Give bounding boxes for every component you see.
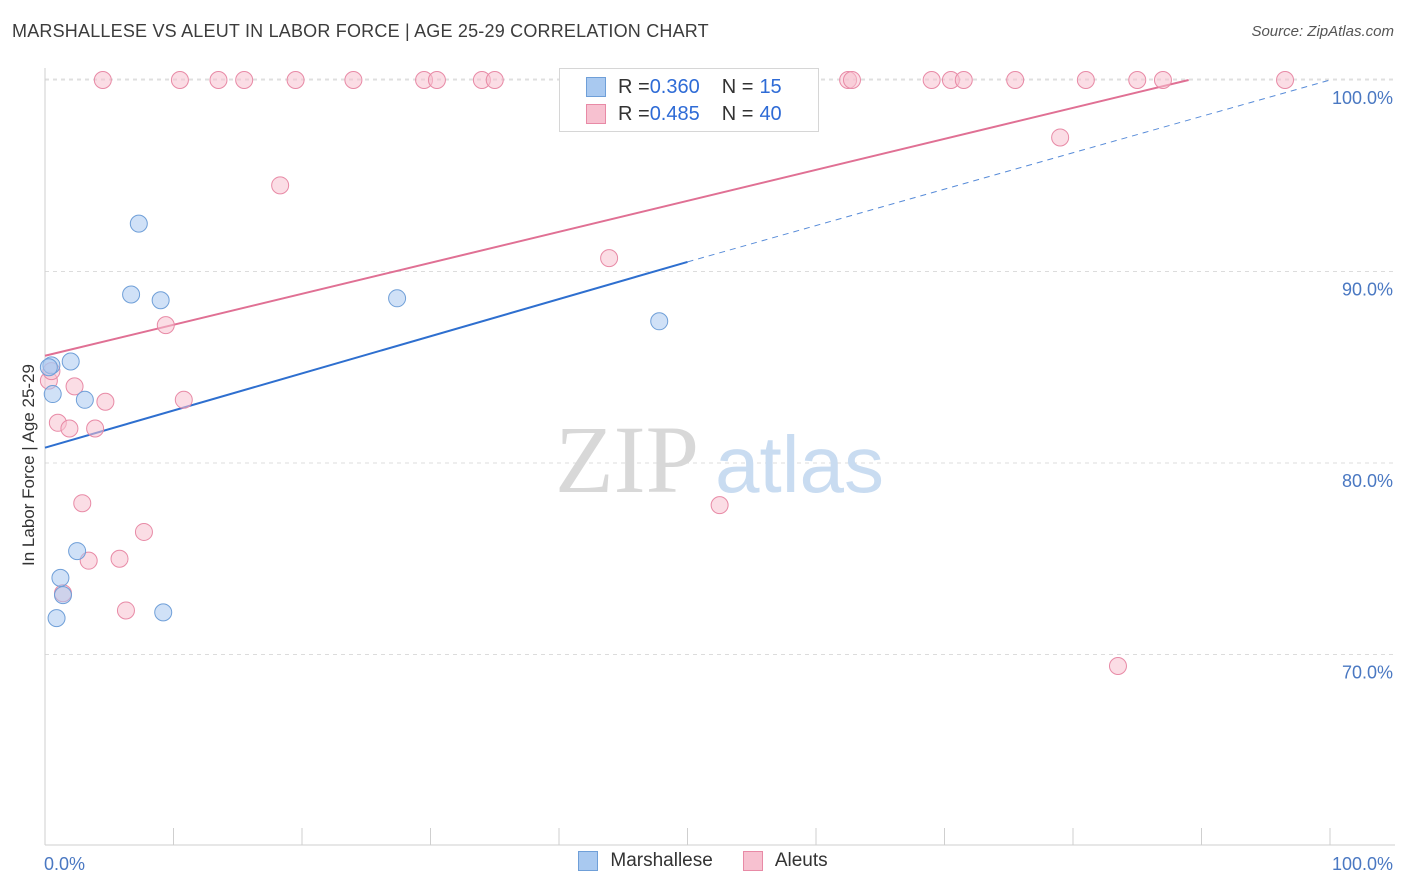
y-tick-label: 70.0% xyxy=(1342,663,1393,683)
legend-r-value: 0.360 xyxy=(649,75,700,98)
point-aleuts xyxy=(271,176,290,195)
legend-n-value: 40 xyxy=(759,102,782,125)
point-aleuts xyxy=(344,71,363,89)
point-marshallese xyxy=(47,609,66,628)
legend-r-label: R = xyxy=(618,102,650,125)
y-tick-label: 90.0% xyxy=(1342,280,1393,300)
data-points xyxy=(39,71,1295,675)
point-aleuts xyxy=(96,392,115,411)
y-axis-label: In Labor Force | Age 25-29 xyxy=(19,364,38,566)
point-aleuts xyxy=(922,71,941,89)
point-aleuts xyxy=(1006,71,1025,89)
legend-swatch-marshallese xyxy=(586,77,606,97)
point-aleuts xyxy=(79,551,98,570)
stats-legend: R = 0.360 N = 15 R = 0.485 N = 40 xyxy=(559,68,819,132)
legend-row-marshallese: R = 0.360 N = 15 xyxy=(586,74,782,100)
point-aleuts xyxy=(170,71,189,89)
trend-lines xyxy=(44,79,1331,449)
watermark: ZIP atlas xyxy=(555,406,884,513)
point-aleuts xyxy=(174,390,193,409)
legend-r-label: R = xyxy=(618,75,650,98)
point-aleuts xyxy=(60,419,79,438)
point-aleuts xyxy=(116,601,135,620)
point-aleuts xyxy=(1076,71,1095,89)
point-aleuts xyxy=(134,522,153,541)
point-aleuts xyxy=(427,71,446,89)
legend-swatch-aleuts xyxy=(742,851,763,871)
point-marshallese xyxy=(129,214,148,233)
point-aleuts xyxy=(1108,656,1127,675)
watermark-zip: ZIP xyxy=(555,406,699,513)
y-tick-label: 80.0% xyxy=(1342,471,1393,491)
legend-label-marshallese: Marshallese xyxy=(610,850,713,871)
y-tick-label: 100.0% xyxy=(1332,88,1393,108)
legend-label-aleuts: Aleuts xyxy=(774,850,828,871)
legend-item-marshallese[interactable]: Marshallese xyxy=(578,850,713,872)
point-aleuts xyxy=(235,71,254,89)
point-aleuts xyxy=(286,71,305,89)
tick-labels: 70.0% 80.0% 90.0% 100.0% 0.0% 100.0% xyxy=(44,88,1393,874)
point-aleuts xyxy=(110,549,129,568)
point-marshallese xyxy=(650,312,669,331)
point-marshallese xyxy=(51,568,70,587)
legend-n-label: N = xyxy=(721,102,754,125)
point-marshallese xyxy=(53,586,72,605)
point-aleuts xyxy=(710,496,729,515)
point-aleuts xyxy=(954,71,973,89)
point-aleuts xyxy=(1128,71,1147,89)
x-tick-label: 100.0% xyxy=(1332,854,1393,874)
point-aleuts xyxy=(485,71,504,89)
point-aleuts xyxy=(65,377,84,396)
x-tick-label: 0.0% xyxy=(44,854,85,874)
point-aleuts xyxy=(1153,71,1172,89)
point-marshallese xyxy=(122,285,141,304)
point-marshallese xyxy=(68,542,87,561)
legend-item-aleuts[interactable]: Aleuts xyxy=(742,850,828,872)
point-aleuts xyxy=(73,494,92,513)
point-marshallese xyxy=(43,385,62,404)
point-marshallese xyxy=(154,603,173,622)
trend-line-marshallese xyxy=(44,260,688,449)
point-aleuts xyxy=(1051,128,1070,147)
point-aleuts xyxy=(156,316,175,335)
point-marshallese xyxy=(75,390,94,409)
source-label: Source: ZipAtlas.com xyxy=(1251,23,1394,40)
legend-n-label: N = xyxy=(721,75,754,98)
point-aleuts xyxy=(93,71,112,89)
point-aleuts xyxy=(86,419,105,438)
gridlines xyxy=(45,78,1395,655)
watermark-atlas: atlas xyxy=(715,420,884,509)
point-aleuts xyxy=(842,71,861,89)
legend-swatch-marshallese xyxy=(578,851,599,871)
point-marshallese xyxy=(151,291,170,310)
legend-row-aleuts: R = 0.485 N = 40 xyxy=(586,101,782,127)
axes xyxy=(44,68,1395,846)
trend-extension-marshallese xyxy=(687,79,1331,263)
legend-swatch-aleuts xyxy=(586,104,606,124)
series-legend: Marshallese Aleuts xyxy=(0,850,1406,872)
point-marshallese xyxy=(388,289,407,308)
point-aleuts xyxy=(600,249,619,268)
point-aleuts xyxy=(1276,71,1295,89)
legend-n-value: 15 xyxy=(759,75,782,98)
point-marshallese xyxy=(39,358,58,377)
point-marshallese xyxy=(61,352,80,371)
trend-line-aleuts xyxy=(44,79,1189,357)
legend-r-value: 0.485 xyxy=(649,102,700,125)
chart-title: MARSHALLESE VS ALEUT IN LABOR FORCE | AG… xyxy=(12,21,709,41)
point-aleuts xyxy=(209,71,228,89)
